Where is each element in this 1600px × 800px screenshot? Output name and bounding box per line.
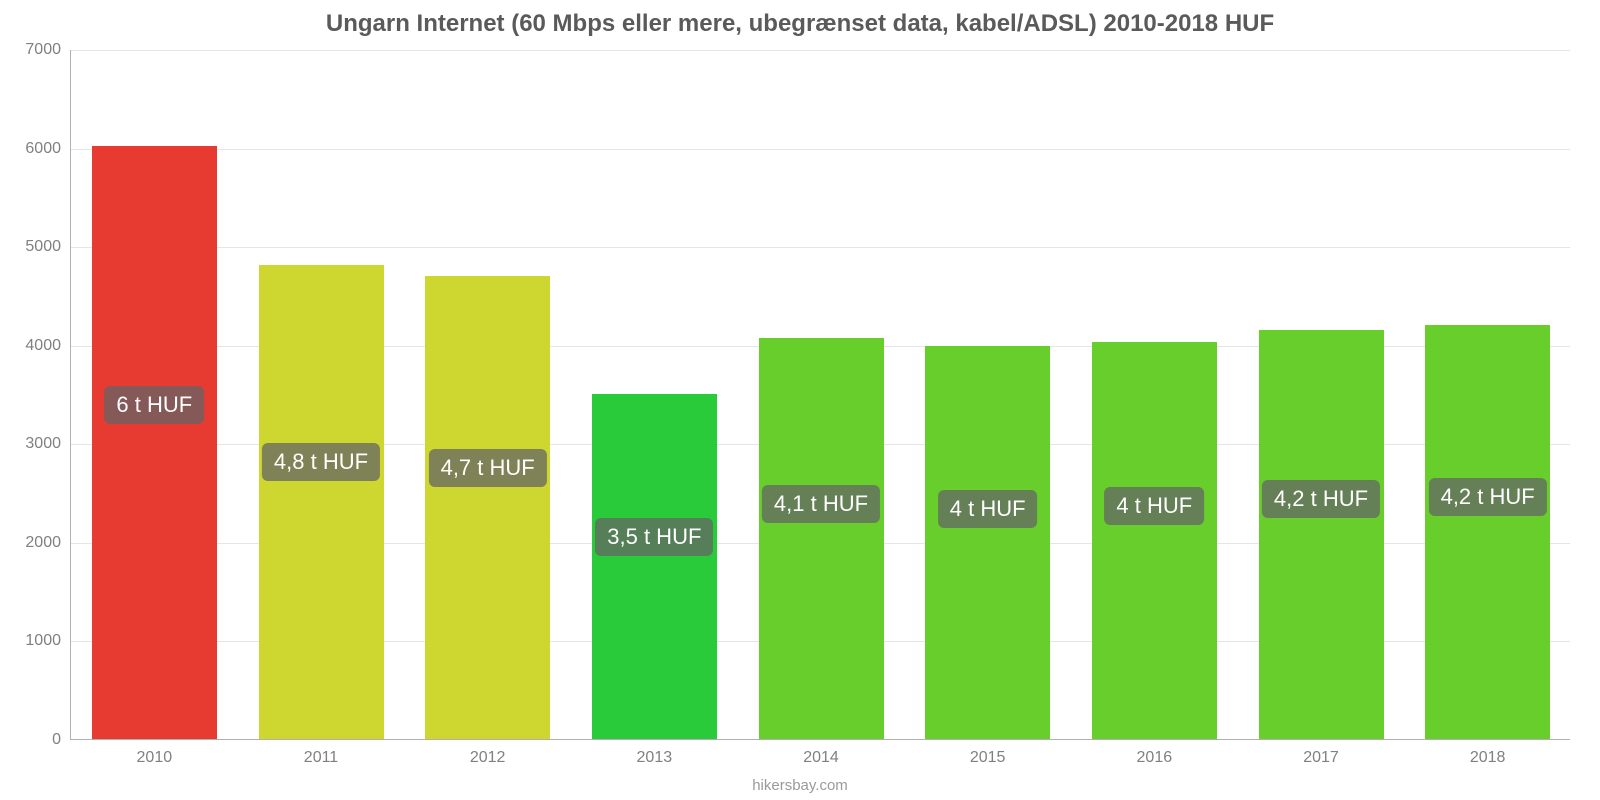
- y-tick-label: 6000: [25, 140, 61, 158]
- attribution-text: hikersbay.com: [0, 777, 1600, 794]
- x-tick-label: 2013: [637, 749, 673, 767]
- bar-value-label: 4,8 t HUF: [262, 443, 380, 481]
- y-tick-label: 2000: [25, 534, 61, 552]
- bar-value-label: 6 t HUF: [104, 386, 204, 424]
- bar-value-label: 4,2 t HUF: [1429, 478, 1547, 516]
- bar: [1259, 330, 1384, 739]
- bar-value-label: 4 t HUF: [1104, 487, 1204, 525]
- y-tick-label: 0: [52, 731, 61, 749]
- bar: [259, 265, 384, 739]
- gridline: [71, 247, 1570, 248]
- x-tick-label: 2015: [970, 749, 1006, 767]
- bar-value-label: 4,2 t HUF: [1262, 480, 1380, 518]
- bar: [425, 276, 550, 739]
- x-tick-label: 2014: [803, 749, 839, 767]
- chart-title: Ungarn Internet (60 Mbps eller mere, ube…: [0, 10, 1600, 38]
- bar-value-label: 4,1 t HUF: [762, 485, 880, 523]
- y-tick-label: 7000: [25, 41, 61, 59]
- bar: [925, 346, 1050, 739]
- bar: [759, 338, 884, 739]
- x-tick-label: 2011: [304, 749, 338, 767]
- y-tick-label: 3000: [25, 435, 61, 453]
- y-tick-label: 1000: [25, 632, 61, 650]
- x-tick-label: 2016: [1137, 749, 1173, 767]
- x-tick-label: 2018: [1470, 749, 1506, 767]
- x-tick-label: 2012: [470, 749, 506, 767]
- bar: [92, 146, 217, 739]
- chart-container: Ungarn Internet (60 Mbps eller mere, ube…: [0, 0, 1600, 800]
- gridline: [71, 50, 1570, 51]
- gridline: [71, 149, 1570, 150]
- bar: [1425, 325, 1550, 739]
- bar-value-label: 4 t HUF: [938, 490, 1038, 528]
- bar-value-label: 3,5 t HUF: [595, 518, 713, 556]
- bar: [1092, 342, 1217, 739]
- x-tick-label: 2010: [137, 749, 173, 767]
- y-tick-label: 4000: [25, 337, 61, 355]
- bar-value-label: 4,7 t HUF: [429, 449, 547, 487]
- plot-area: 0100020003000400050006000700020106 t HUF…: [70, 50, 1570, 740]
- bar: [592, 394, 717, 739]
- x-tick-label: 2017: [1303, 749, 1339, 767]
- y-tick-label: 5000: [25, 238, 61, 256]
